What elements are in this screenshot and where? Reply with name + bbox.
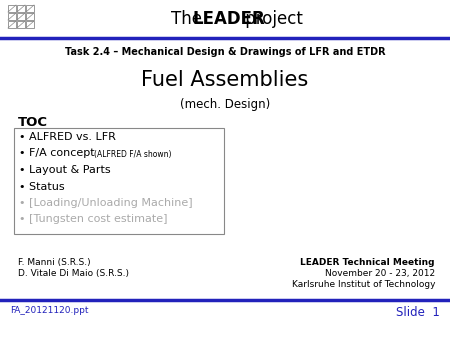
Text: FA_20121120.ppt: FA_20121120.ppt	[10, 306, 89, 315]
Bar	[26, 13, 34, 20]
Text: • ALFRED vs. LFR: • ALFRED vs. LFR	[19, 132, 116, 142]
Bar	[26, 21, 34, 28]
Text: LEADER: LEADER	[193, 10, 266, 28]
Text: • [Tungsten cost estimate]: • [Tungsten cost estimate]	[19, 215, 167, 224]
Text: Task 2.4 – Mechanical Design & Drawings of LFR and ETDR: Task 2.4 – Mechanical Design & Drawings …	[65, 47, 385, 57]
Text: Slide  1: Slide 1	[396, 306, 440, 319]
Bar	[26, 5, 34, 12]
Text: • [Loading/Unloading Machine]: • [Loading/Unloading Machine]	[19, 198, 193, 208]
Text: The: The	[171, 10, 207, 28]
Bar	[17, 5, 25, 12]
Text: • F/A concept: • F/A concept	[19, 148, 98, 159]
Text: • Layout & Parts: • Layout & Parts	[19, 165, 111, 175]
Text: (ALFRED F/A shown): (ALFRED F/A shown)	[94, 150, 171, 159]
Text: TOC: TOC	[18, 116, 48, 129]
Text: Fuel Assemblies: Fuel Assemblies	[141, 70, 309, 90]
Text: Karlsruhe Institut of Technology: Karlsruhe Institut of Technology	[292, 280, 435, 289]
Bar	[14, 128, 224, 234]
Text: (mech. Design): (mech. Design)	[180, 98, 270, 111]
Bar	[8, 21, 16, 28]
Text: F. Manni (S.R.S.): F. Manni (S.R.S.)	[18, 258, 90, 267]
Text: • Status: • Status	[19, 182, 65, 192]
Text: project: project	[240, 10, 303, 28]
Bar	[8, 5, 16, 12]
Bar	[8, 13, 16, 20]
Bar	[17, 21, 25, 28]
Text: D. Vitale Di Maio (S.R.S.): D. Vitale Di Maio (S.R.S.)	[18, 269, 129, 278]
Text: November 20 - 23, 2012: November 20 - 23, 2012	[325, 269, 435, 278]
Text: LEADER Technical Meeting: LEADER Technical Meeting	[301, 258, 435, 267]
Bar	[17, 13, 25, 20]
